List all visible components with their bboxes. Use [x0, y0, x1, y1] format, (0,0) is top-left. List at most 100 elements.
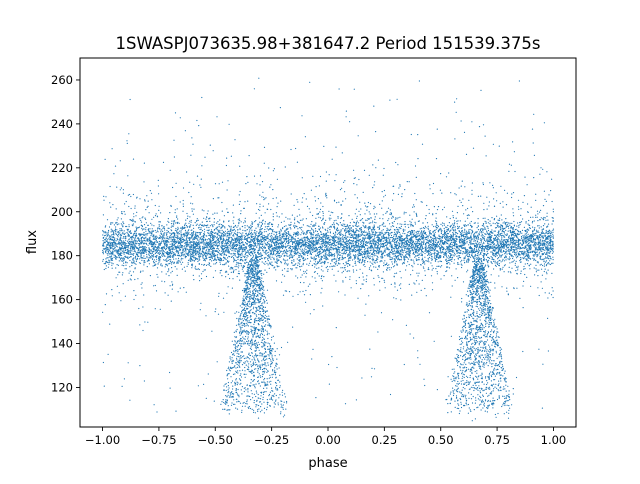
data-point: [336, 233, 338, 235]
data-point: [364, 205, 367, 207]
data-point: [295, 267, 297, 269]
data-point: [247, 234, 250, 236]
data-point: [128, 226, 130, 228]
data-point: [425, 215, 427, 217]
data-point: [524, 233, 526, 235]
data-point: [289, 255, 291, 257]
data-point: [114, 256, 117, 258]
data-point: [115, 222, 117, 224]
data-point: [172, 236, 174, 238]
data-point: [176, 250, 178, 252]
data-point: [464, 246, 466, 249]
data-point: [359, 235, 361, 237]
data-point: [403, 260, 406, 262]
data-point: [350, 229, 352, 231]
data-point: [458, 225, 460, 228]
data-point: [211, 260, 213, 262]
data-point: [511, 254, 513, 256]
data-point: [426, 222, 429, 224]
data-point: [448, 257, 450, 259]
data-point: [226, 228, 229, 230]
data-point: [270, 229, 272, 231]
data-point: [139, 258, 141, 260]
data-point: [338, 263, 340, 265]
data-point: [317, 233, 319, 235]
data-point: [198, 232, 200, 234]
data-point: [345, 233, 347, 235]
data-point: [440, 232, 442, 235]
data-point: [504, 250, 506, 253]
data-point: [133, 298, 135, 301]
data-point: [274, 254, 276, 256]
data-point: [503, 231, 505, 233]
data-point: [280, 236, 282, 238]
data-point: [534, 239, 536, 241]
data-point: [354, 225, 356, 227]
data-point: [251, 229, 253, 231]
data-point: [305, 258, 307, 260]
data-point: [143, 250, 145, 252]
data-point: [489, 182, 491, 184]
data-point: [236, 231, 239, 233]
data-point: [464, 248, 466, 250]
data-point: [160, 230, 162, 232]
data-point: [112, 251, 114, 253]
data-point: [103, 263, 105, 265]
data-point: [384, 231, 386, 234]
data-point: [489, 231, 491, 233]
data-point: [261, 245, 263, 247]
data-point: [233, 258, 235, 260]
data-point: [444, 237, 446, 239]
data-point: [463, 259, 465, 261]
data-point: [390, 234, 393, 237]
data-point: [552, 256, 554, 258]
data-point: [318, 228, 320, 230]
data-point: [349, 259, 351, 261]
data-point: [130, 195, 132, 198]
data-point: [393, 297, 395, 299]
data-point: [350, 287, 352, 289]
data-point: [175, 227, 177, 230]
data-point: [311, 221, 313, 223]
data-point: [207, 247, 209, 249]
data-point: [349, 276, 351, 278]
data-point: [501, 219, 503, 221]
data-point: [362, 191, 364, 193]
data-point: [357, 222, 360, 224]
data-point: [452, 230, 454, 232]
data-point: [452, 228, 454, 230]
data-point: [373, 235, 375, 237]
data-point: [194, 257, 196, 259]
data-point: [169, 234, 171, 236]
data-point: [145, 247, 147, 249]
data-point: [444, 254, 446, 256]
data-point: [153, 285, 155, 287]
data-point: [543, 190, 546, 192]
data-point: [176, 215, 178, 217]
data-point: [208, 226, 210, 229]
data-point: [109, 185, 111, 188]
data-point: [282, 247, 284, 249]
data-point: [277, 255, 279, 257]
data-point: [196, 248, 198, 250]
data-point: [111, 262, 113, 264]
data-point: [382, 271, 384, 273]
data-point: [341, 242, 343, 244]
data-point: [304, 239, 306, 241]
data-point: [315, 264, 317, 266]
data-point: [384, 248, 386, 250]
data-point: [166, 239, 168, 242]
data-point: [365, 250, 367, 252]
data-point: [323, 276, 325, 278]
data-point: [213, 235, 215, 237]
data-point: [532, 234, 534, 236]
data-point: [106, 219, 109, 221]
data-point: [456, 212, 458, 214]
data-point: [129, 241, 131, 243]
data-point: [173, 248, 175, 251]
data-point: [414, 283, 416, 285]
data-point: [318, 236, 320, 238]
data-point: [202, 256, 204, 258]
data-point: [234, 225, 236, 227]
data-point: [506, 290, 508, 292]
